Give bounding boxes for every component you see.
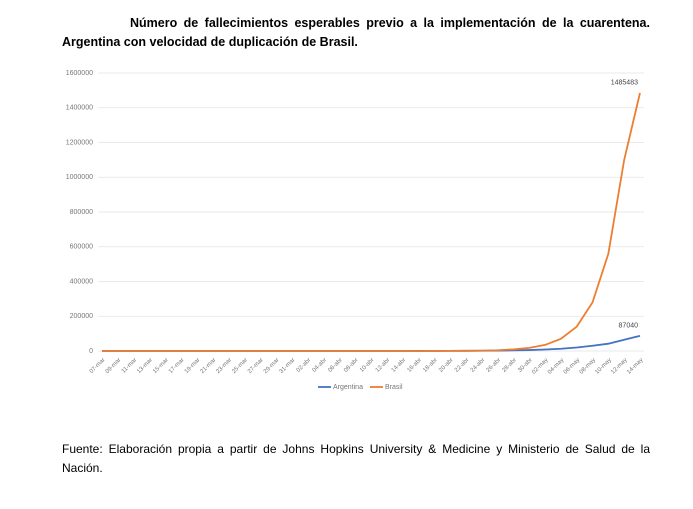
x-tick-label: 14-may (626, 357, 644, 375)
x-tick-label: 21-mar (200, 357, 218, 375)
y-tick-label: 200000 (70, 313, 93, 320)
chart-title: Número de fallecimientos esperables prev… (62, 16, 650, 49)
x-tick-label: 18-abr (422, 357, 439, 374)
y-tick-label: 1000000 (66, 174, 93, 181)
x-tick-label: 26-abr (486, 357, 503, 374)
x-tick-label: 22-abr (454, 357, 471, 374)
x-tick-label: 06-abr (327, 357, 344, 374)
x-tick-label: 31-mar (279, 357, 297, 375)
y-tick-label: 600000 (70, 244, 93, 251)
x-tick-label: 27-mar (247, 357, 265, 375)
x-tick-label: 08-abr (343, 357, 360, 374)
data-label: 87040 (619, 323, 639, 330)
x-tick-label: 13-mar (136, 357, 154, 375)
x-tick-label: 28-abr (501, 357, 518, 374)
x-tick-label: 10-abr (359, 357, 376, 374)
x-tick-label: 14-abr (391, 357, 408, 374)
x-tick-label: 20-abr (438, 357, 455, 374)
y-tick-label: 0 (89, 348, 93, 355)
x-tick-label: 16-abr (406, 357, 423, 374)
x-tick-label: 11-mar (121, 357, 138, 374)
x-tick-label: 29-mar (263, 357, 281, 375)
data-line (102, 335, 641, 352)
y-tick-label: 1400000 (66, 105, 93, 112)
legend-label: Brasil (385, 384, 403, 391)
x-tick-label: 19-mar (184, 357, 202, 375)
x-tick-label: 15-mar (152, 357, 170, 375)
x-tick-label: 12-may (610, 357, 628, 375)
x-tick-label: 12-abr (375, 357, 392, 374)
x-tick-label: 08-may (579, 357, 597, 375)
chart: 0 200000 400000 600000 800000 1000000 1200000 1… (66, 70, 645, 391)
data-label: 1485483 (611, 80, 638, 87)
x-tick-label: 02-may (531, 357, 549, 375)
x-tick-label: 23-mar (215, 357, 233, 375)
x-tick-label: 17-mar (168, 357, 186, 375)
x-tick-label: 24-abr (470, 357, 487, 374)
source-note: Fuente: Elaboración propia a partir de J… (62, 442, 650, 475)
y-tick-label: 1600000 (66, 70, 93, 77)
x-tick-label: 04-abr (312, 357, 329, 374)
x-tick-label: 07-mar (89, 357, 107, 375)
y-tick-label: 1200000 (66, 139, 93, 146)
x-tick-label: 25-mar (231, 357, 249, 375)
data-line (102, 92, 641, 352)
y-tick-label: 800000 (70, 209, 93, 216)
x-tick-label: 10-may (594, 357, 612, 375)
x-tick-label: 02-abr (296, 357, 313, 374)
x-tick-label: 09-mar (105, 357, 123, 375)
x-tick-label: 04-may (547, 357, 565, 375)
legend-label: Argentina (333, 384, 363, 391)
x-tick-label: 06-may (563, 357, 581, 375)
y-tick-label: 400000 (70, 278, 93, 285)
